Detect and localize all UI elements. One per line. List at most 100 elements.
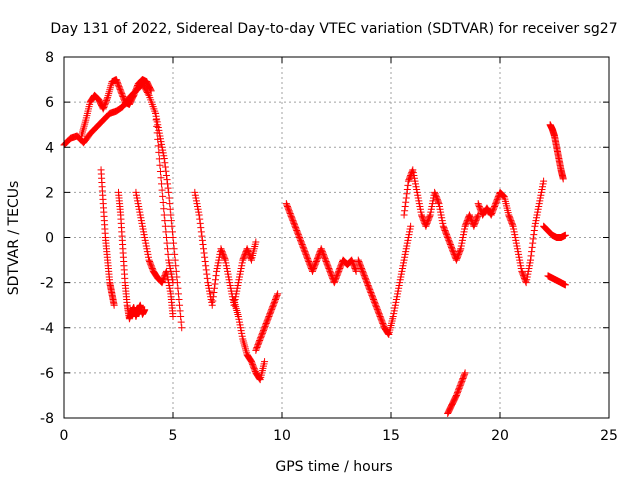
data-point xyxy=(147,86,155,94)
series-track-5 xyxy=(132,188,177,320)
y-tick-label: -8 xyxy=(40,411,54,427)
data-point xyxy=(166,200,174,208)
data-point xyxy=(159,192,167,200)
data-point xyxy=(161,159,169,167)
y-tick-label: -6 xyxy=(40,366,54,382)
y-tick-label: 6 xyxy=(45,95,54,111)
data-point xyxy=(426,212,434,220)
data-point xyxy=(527,256,535,264)
data-point xyxy=(474,212,482,220)
data-point xyxy=(158,186,166,194)
y-axis: -8 -6 -4 -2 0 2 4 6 8 xyxy=(40,50,609,427)
data-point xyxy=(196,219,204,227)
data-point xyxy=(165,194,173,202)
data-point xyxy=(247,255,255,263)
data-point xyxy=(402,198,410,206)
x-axis-label: GPS time / hours xyxy=(275,459,392,475)
data-point xyxy=(154,142,162,150)
data-point xyxy=(529,239,537,247)
data-point xyxy=(168,222,176,230)
data-point xyxy=(176,301,184,309)
data-point xyxy=(403,186,411,194)
data-point xyxy=(559,175,567,183)
data-point xyxy=(141,306,149,314)
data-point xyxy=(197,228,205,236)
data-point xyxy=(161,163,169,171)
series-track-1 xyxy=(60,80,177,287)
data-point xyxy=(178,324,186,332)
data-point xyxy=(163,239,171,247)
data-point xyxy=(164,250,172,258)
series-track-10 xyxy=(282,200,360,287)
data-point xyxy=(202,262,210,270)
y-tick-label: 0 xyxy=(45,231,54,247)
data-point xyxy=(196,215,204,223)
data-point xyxy=(528,248,536,256)
data-point xyxy=(110,301,118,309)
data-point xyxy=(499,192,507,200)
x-tick-label: 5 xyxy=(169,428,178,444)
data-point xyxy=(273,291,281,299)
data-point xyxy=(167,211,175,219)
data-point xyxy=(171,256,179,264)
data-point xyxy=(198,232,206,240)
data-point xyxy=(352,267,360,275)
data-point xyxy=(201,257,209,265)
x-tick-label: 10 xyxy=(273,428,291,444)
series-track-12 xyxy=(400,166,482,264)
data-point xyxy=(174,290,182,298)
data-point xyxy=(164,184,172,192)
data-point xyxy=(461,369,469,377)
data-point xyxy=(384,330,392,338)
data-point xyxy=(529,235,537,243)
data-point xyxy=(456,246,464,254)
data-point xyxy=(173,279,181,287)
data-point xyxy=(163,176,171,184)
data-point xyxy=(160,155,168,163)
data-point xyxy=(176,307,184,315)
data-point xyxy=(144,90,152,98)
data-point xyxy=(164,245,172,253)
data-point xyxy=(173,273,181,281)
data-point xyxy=(402,194,410,202)
data-point xyxy=(530,231,538,239)
data-point xyxy=(165,188,173,196)
data-point xyxy=(210,288,218,296)
data-point xyxy=(528,243,536,251)
data-point xyxy=(408,167,416,175)
series-track-11 xyxy=(354,222,415,339)
series-track-14 xyxy=(474,177,548,287)
data-point xyxy=(203,270,211,278)
data-point xyxy=(252,238,260,246)
data-point xyxy=(197,224,205,232)
data-point xyxy=(401,202,409,210)
data-point xyxy=(509,221,517,229)
data-point xyxy=(169,312,177,320)
data-point xyxy=(160,205,168,213)
data-point xyxy=(156,161,164,169)
y-tick-label: -2 xyxy=(40,276,54,292)
data-point xyxy=(461,370,469,378)
data-point xyxy=(153,122,161,130)
data-point xyxy=(172,262,180,270)
data-point xyxy=(401,207,409,215)
data-point xyxy=(164,180,172,188)
data-point xyxy=(162,171,170,179)
data-point xyxy=(522,277,530,285)
series-track-17 xyxy=(540,222,569,241)
data-point xyxy=(274,290,282,298)
y-tick-label: -4 xyxy=(40,321,54,337)
data-point xyxy=(147,87,155,95)
data-point xyxy=(172,267,180,275)
data-point xyxy=(158,180,166,188)
data-point xyxy=(200,245,208,253)
y-tick-label: 2 xyxy=(45,185,54,201)
data-points xyxy=(60,76,569,417)
series-track-6 xyxy=(152,109,186,332)
series-track-4 xyxy=(115,188,149,323)
data-point xyxy=(162,228,170,236)
data-point xyxy=(160,211,168,219)
chart-title: Day 131 of 2022, Sidereal Day-to-day VTE… xyxy=(50,21,617,37)
data-point xyxy=(209,297,217,305)
data-point xyxy=(169,234,177,241)
